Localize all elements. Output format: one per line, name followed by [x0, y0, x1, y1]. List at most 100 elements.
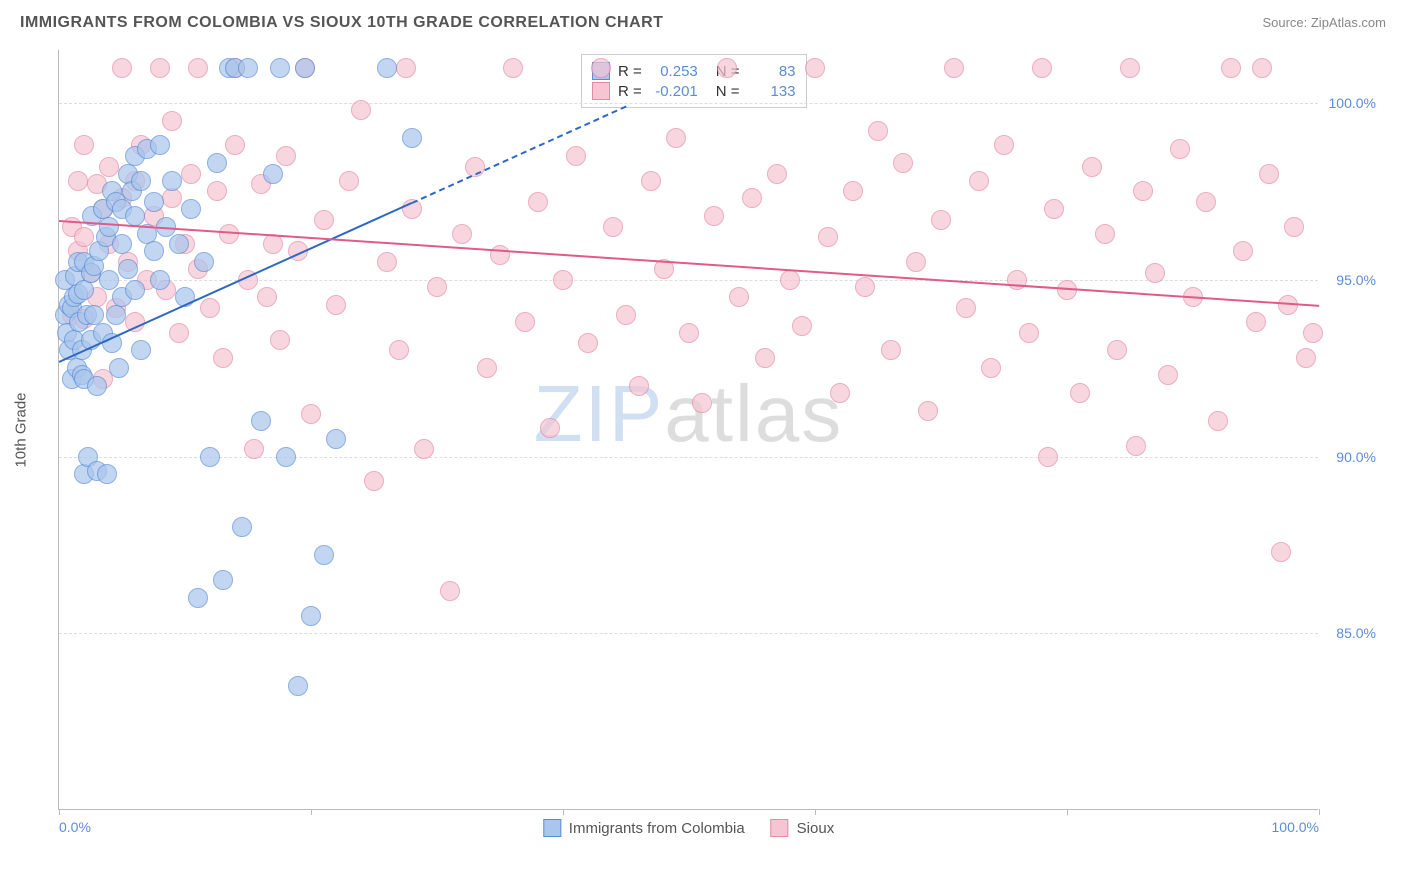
x-tick — [815, 809, 816, 815]
scatter-point — [881, 340, 901, 360]
scatter-point — [1252, 58, 1272, 78]
scatter-point — [1145, 263, 1165, 283]
scatter-point — [106, 305, 126, 325]
scatter-point — [301, 606, 321, 626]
x-tick — [59, 809, 60, 815]
scatter-point — [1044, 199, 1064, 219]
scatter-point — [1284, 217, 1304, 237]
scatter-point — [131, 340, 151, 360]
scatter-point — [314, 210, 334, 230]
scatter-point — [162, 111, 182, 131]
gridline-h — [59, 103, 1318, 104]
scatter-point — [377, 252, 397, 272]
scatter-point — [591, 58, 611, 78]
scatter-point — [144, 241, 164, 261]
watermark: ZIPatlas — [534, 368, 843, 460]
scatter-point — [200, 447, 220, 467]
scatter-point — [188, 588, 208, 608]
scatter-point — [1259, 164, 1279, 184]
trend-line — [411, 106, 626, 204]
source-label: Source: ZipAtlas.com — [1262, 15, 1386, 30]
scatter-point — [843, 181, 863, 201]
scatter-point — [729, 287, 749, 307]
scatter-point — [276, 146, 296, 166]
scatter-point — [326, 429, 346, 449]
scatter-point — [131, 171, 151, 191]
scatter-point — [225, 135, 245, 155]
y-tick-label: 95.0% — [1321, 272, 1376, 288]
x-tick — [311, 809, 312, 815]
scatter-point — [97, 464, 117, 484]
scatter-point — [906, 252, 926, 272]
legend-label: Immigrants from Colombia — [569, 820, 745, 837]
scatter-point — [1271, 542, 1291, 562]
scatter-point — [99, 157, 119, 177]
scatter-point — [818, 227, 838, 247]
plot-region: 10th Grade ZIPatlas R =0.253N =83R =-0.2… — [58, 50, 1318, 810]
scatter-point — [566, 146, 586, 166]
legend-row: R =0.253N =83 — [592, 62, 796, 80]
scatter-point — [692, 393, 712, 413]
scatter-point — [263, 164, 283, 184]
scatter-point — [181, 164, 201, 184]
scatter-point — [232, 517, 252, 537]
scatter-point — [162, 171, 182, 191]
scatter-point — [1133, 181, 1153, 201]
y-tick-label: 90.0% — [1321, 449, 1376, 465]
scatter-point — [641, 171, 661, 191]
scatter-point — [1107, 340, 1127, 360]
scatter-point — [477, 358, 497, 378]
scatter-point — [118, 259, 138, 279]
scatter-point — [944, 58, 964, 78]
legend-swatch — [543, 819, 561, 837]
scatter-point — [1019, 323, 1039, 343]
chart-area: 10th Grade ZIPatlas R =0.253N =83R =-0.2… — [58, 50, 1378, 830]
scatter-point — [503, 58, 523, 78]
scatter-point — [780, 270, 800, 290]
scatter-point — [553, 270, 573, 290]
scatter-point — [125, 280, 145, 300]
scatter-point — [270, 58, 290, 78]
scatter-point — [68, 171, 88, 191]
scatter-point — [440, 581, 460, 601]
scatter-point — [238, 58, 258, 78]
scatter-point — [144, 192, 164, 212]
scatter-point — [74, 280, 94, 300]
scatter-point — [1158, 365, 1178, 385]
n-value: 83 — [748, 63, 796, 80]
scatter-point — [99, 270, 119, 290]
scatter-point — [1221, 58, 1241, 78]
legend-item: Sioux — [771, 819, 835, 837]
scatter-point — [679, 323, 699, 343]
scatter-point — [181, 199, 201, 219]
source-link[interactable]: ZipAtlas.com — [1311, 15, 1386, 30]
scatter-point — [755, 348, 775, 368]
scatter-point — [213, 348, 233, 368]
scatter-point — [427, 277, 447, 297]
y-tick-label: 100.0% — [1321, 95, 1376, 111]
scatter-point — [150, 135, 170, 155]
scatter-point — [109, 358, 129, 378]
scatter-point — [1296, 348, 1316, 368]
scatter-point — [150, 58, 170, 78]
scatter-point — [1233, 241, 1253, 261]
scatter-point — [207, 153, 227, 173]
scatter-point — [188, 58, 208, 78]
scatter-point — [251, 411, 271, 431]
scatter-point — [74, 135, 94, 155]
scatter-point — [1120, 58, 1140, 78]
scatter-point — [112, 58, 132, 78]
scatter-point — [169, 323, 189, 343]
scatter-point — [270, 330, 290, 350]
scatter-point — [150, 270, 170, 290]
legend-swatch — [771, 819, 789, 837]
scatter-point — [578, 333, 598, 353]
scatter-point — [603, 217, 623, 237]
scatter-point — [830, 383, 850, 403]
scatter-point — [893, 153, 913, 173]
scatter-point — [767, 164, 787, 184]
scatter-point — [288, 676, 308, 696]
scatter-point — [169, 234, 189, 254]
correlation-legend: R =0.253N =83R =-0.201N =133 — [581, 54, 807, 108]
legend-swatch — [592, 82, 610, 100]
